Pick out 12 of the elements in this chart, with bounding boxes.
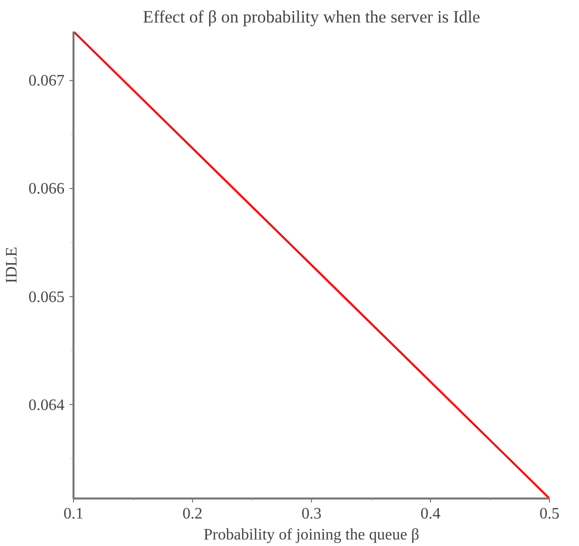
x-tick-label: 0.4: [420, 506, 440, 522]
x-tick-label: 0.1: [64, 506, 84, 522]
y-tick-label: 0.064: [28, 396, 64, 414]
x-tick-label: 0.3: [302, 506, 322, 522]
y-tick-label: 0.066: [28, 180, 64, 198]
x-tick-label: 0.5: [540, 506, 560, 522]
chart-title: Effect of β on probability when the server is Idle: [142, 8, 480, 26]
y-tick-label: 0.067: [28, 72, 64, 90]
x-axis-title: Probability of joining the queue β: [204, 526, 420, 544]
x-tick-label: 0.2: [182, 506, 202, 522]
y-axis-title: IDLE: [4, 246, 20, 284]
y-tick-label: 0.065: [28, 288, 64, 306]
